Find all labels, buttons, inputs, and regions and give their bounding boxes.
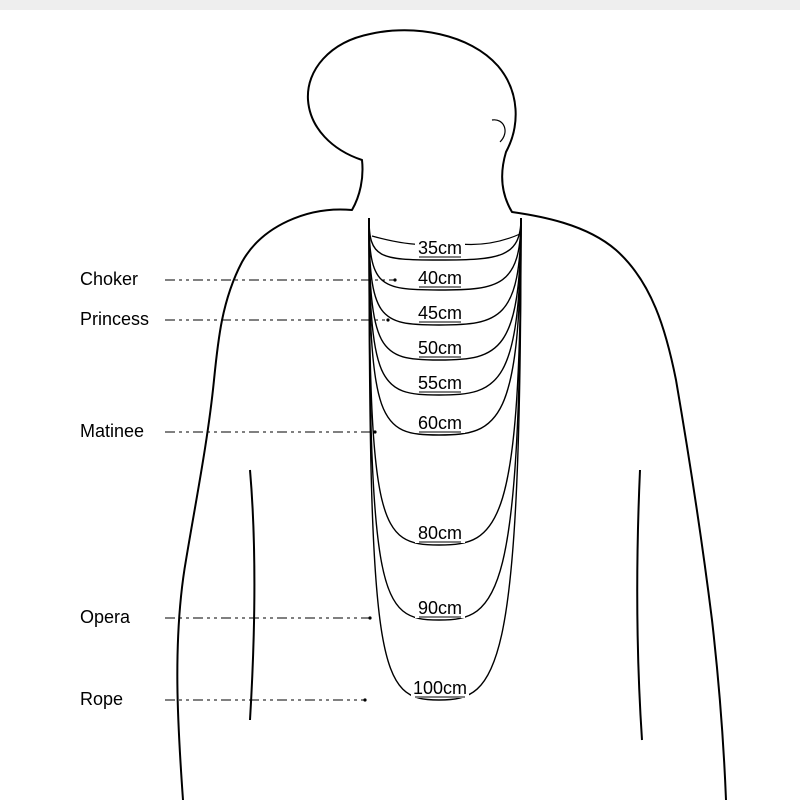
necklace-length-label: 55cm bbox=[418, 373, 462, 393]
leader-end-dot bbox=[386, 318, 389, 321]
leader-end-dot bbox=[368, 616, 371, 619]
category-label: Princess bbox=[80, 309, 149, 329]
necklace-length-label: 35cm bbox=[418, 238, 462, 258]
leader-end-dot bbox=[393, 278, 396, 281]
necklace-arcs-group: 35cm 40cm 45cm 50cm 55cm 60cm 80cm 90cm 100cm bbox=[369, 218, 521, 700]
collarbone-right bbox=[460, 234, 520, 245]
left-arm-inner-line bbox=[250, 470, 255, 720]
category-label: Matinee bbox=[80, 421, 144, 441]
necklace-length-label: 90cm bbox=[418, 598, 462, 618]
top-bar bbox=[0, 0, 800, 10]
necklace-length-label: 50cm bbox=[418, 338, 462, 358]
leader-end-dot bbox=[373, 430, 376, 433]
necklace-length-label: 45cm bbox=[418, 303, 462, 323]
category-label: Choker bbox=[80, 269, 138, 289]
necklace-length-diagram: 35cm 40cm 45cm 50cm 55cm 60cm 80cm 90cm 100cm Ch… bbox=[0, 0, 800, 800]
category-label: Rope bbox=[80, 689, 123, 709]
ear-outline bbox=[492, 120, 505, 142]
leader-end-dot bbox=[363, 698, 366, 701]
category-labels-group: Choker Princess Matinee Opera Rope bbox=[80, 269, 397, 709]
necklace-length-label: 80cm bbox=[418, 523, 462, 543]
necklace-length-label: 40cm bbox=[418, 268, 462, 288]
necklace-length-label: 60cm bbox=[418, 413, 462, 433]
right-arm-inner-line bbox=[637, 470, 642, 740]
category-label: Opera bbox=[80, 607, 131, 627]
necklace-length-label: 100cm bbox=[413, 678, 467, 698]
